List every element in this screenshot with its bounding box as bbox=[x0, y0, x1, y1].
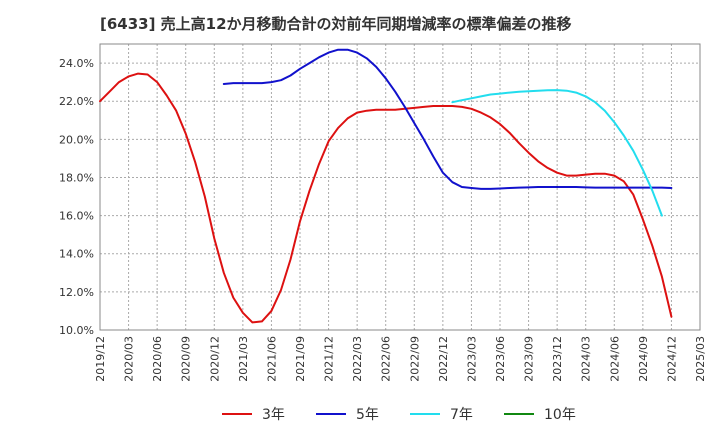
series-line-2 bbox=[222, 48, 673, 190]
x-tick-label: 2020/09 bbox=[180, 336, 193, 382]
x-tick-label: 2020/12 bbox=[208, 336, 221, 382]
plot-frame bbox=[99, 43, 701, 331]
x-tick-label: 2022/09 bbox=[408, 336, 421, 382]
x-tick-label: 2024/09 bbox=[637, 336, 650, 382]
x-tick-label: 2023/06 bbox=[494, 336, 507, 382]
x-tick-label: 2024/12 bbox=[665, 336, 678, 382]
x-tick-label: 2023/03 bbox=[465, 336, 478, 382]
y-tick-label: 24.0% bbox=[59, 57, 94, 70]
x-tick-label: 2021/06 bbox=[265, 336, 278, 382]
y-tick-label: 22.0% bbox=[59, 95, 94, 108]
chart-title: [6433] 売上高12か月移動合計の対前年同期増減率の標準偏差の推移 bbox=[100, 15, 572, 33]
axes: 2019/12 2020/03 2020/06 2020/09 2020/12 2021/… bbox=[59, 43, 707, 382]
x-tick-label: 2023/09 bbox=[523, 336, 536, 382]
legend-label: 3年 bbox=[262, 407, 285, 423]
x-tick-label: 2020/03 bbox=[123, 336, 136, 382]
x-tick-label: 2023/12 bbox=[551, 336, 564, 382]
x-tick-label: 2021/03 bbox=[237, 336, 250, 382]
legend: 3年 5年 7年 10年 bbox=[222, 407, 576, 423]
y-tick-label: 12.0% bbox=[59, 286, 94, 299]
y-tick-label: 16.0% bbox=[59, 210, 94, 223]
x-tick-label: 2025/03 bbox=[694, 336, 707, 382]
x-tick-label: 2020/06 bbox=[151, 336, 164, 382]
series-layer bbox=[99, 48, 673, 324]
x-tick-label: 2022/12 bbox=[437, 336, 450, 382]
x-tick-label: 2022/03 bbox=[351, 336, 364, 382]
x-tick-label: 2022/06 bbox=[380, 336, 393, 382]
x-tick-label: 2019/12 bbox=[94, 336, 107, 382]
x-tick-label: 2024/06 bbox=[608, 336, 621, 382]
series-line-1 bbox=[99, 72, 673, 324]
y-tick-label: 20.0% bbox=[59, 133, 94, 146]
y-tick-label: 18.0% bbox=[59, 171, 94, 184]
legend-label: 10年 bbox=[544, 407, 576, 423]
x-tick-label: 2021/09 bbox=[294, 336, 307, 382]
x-tick-label: 2024/03 bbox=[580, 336, 593, 382]
series-line-3 bbox=[451, 89, 663, 217]
x-tick-label: 2021/12 bbox=[323, 336, 336, 382]
legend-label: 5年 bbox=[356, 407, 379, 423]
y-tick-label: 10.0% bbox=[59, 324, 94, 337]
y-tick-label: 14.0% bbox=[59, 248, 94, 261]
legend-label: 7年 bbox=[450, 407, 473, 423]
